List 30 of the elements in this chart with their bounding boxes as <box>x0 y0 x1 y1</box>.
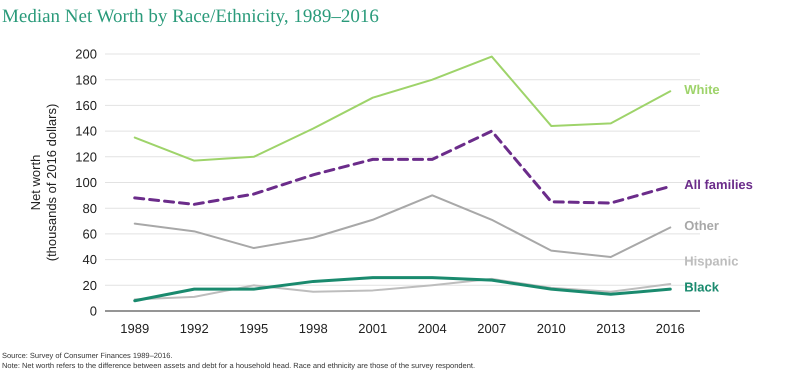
y-tick-label: 0 <box>90 304 97 319</box>
series-label: Other <box>684 218 719 234</box>
line-series <box>134 56 672 162</box>
x-tick-label: 2010 <box>536 321 566 336</box>
x-tick-label: 2013 <box>596 321 626 336</box>
series-label: Black <box>684 280 720 295</box>
x-tick-label: 2007 <box>477 321 506 336</box>
x-tick-label: 1989 <box>120 321 150 336</box>
y-tick-label: 100 <box>75 175 97 190</box>
y-tick-label: 40 <box>82 252 97 268</box>
line-series <box>134 194 672 258</box>
y-tick-label: 140 <box>75 124 97 139</box>
y-tick-label: 200 <box>75 46 97 62</box>
x-tick-label: 2004 <box>418 321 447 336</box>
x-tick-label: 1992 <box>180 321 209 336</box>
y-tick-label: 160 <box>75 98 97 113</box>
y-tick-label: 60 <box>82 226 97 242</box>
x-tick-label: 2001 <box>358 321 388 336</box>
y-tick-label: 120 <box>75 149 97 164</box>
x-tick-label: 2016 <box>656 321 685 336</box>
y-tick-label: 20 <box>82 278 97 293</box>
chart-title: Median Net Worth by Race/Ethnicity, 1989–2016 <box>2 6 379 27</box>
y-axis-title: Net worth (thousands of 2016 dollars) <box>28 104 59 262</box>
series-label: Hispanic <box>684 254 738 269</box>
series-label: All families <box>684 176 753 192</box>
y-tick-label: 80 <box>82 200 97 216</box>
y-tick-label: 180 <box>75 72 97 88</box>
series-label: White <box>684 82 720 97</box>
x-tick-label: 1998 <box>298 321 328 336</box>
x-tick-label: 1995 <box>239 321 268 336</box>
